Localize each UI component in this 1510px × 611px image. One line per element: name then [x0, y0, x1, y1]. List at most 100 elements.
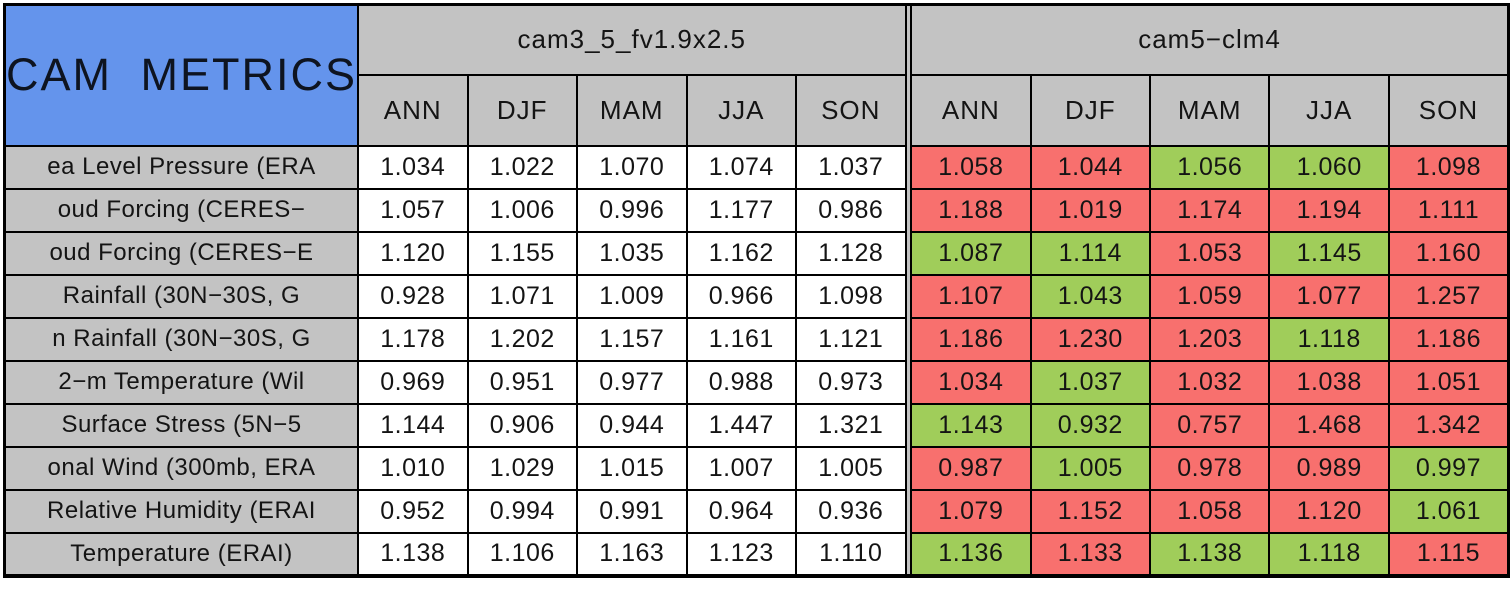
metric-value: 1.120	[357, 230, 469, 276]
metric-value: 1.005	[795, 445, 907, 491]
table-row: n Rainfall (30N−30S, G 1.178 1.202 1.157…	[3, 316, 1510, 362]
metric-value: 1.162	[685, 230, 797, 276]
metric-value: 1.152	[1029, 488, 1152, 534]
metric-value: 1.006	[466, 187, 578, 233]
metric-value: 1.138	[1149, 531, 1271, 577]
metric-value: 1.010	[357, 445, 469, 491]
metric-label: oud Forcing (CERES−	[3, 187, 359, 233]
metric-value: 1.145	[1268, 230, 1390, 276]
metric-value: 1.032	[1149, 359, 1271, 405]
metric-value: 1.005	[1029, 445, 1152, 491]
season-header-cam5-djf: DJF	[1029, 73, 1152, 147]
table-row: ea Level Pressure (ERA 1.034 1.022 1.070…	[3, 144, 1510, 190]
metric-value: 1.061	[1387, 488, 1510, 534]
season-header-cam3-mam: MAM	[576, 73, 688, 147]
metric-value: 1.079	[910, 488, 1032, 534]
metric-value: 1.007	[685, 445, 797, 491]
metric-value: 1.342	[1387, 402, 1510, 448]
metric-label: oud Forcing (CERES−E	[3, 230, 359, 276]
metric-value: 1.257	[1387, 273, 1510, 319]
metric-value: 0.977	[576, 359, 688, 405]
metric-value: 1.177	[685, 187, 797, 233]
metric-value: 0.951	[466, 359, 578, 405]
metric-value: 1.118	[1268, 531, 1390, 577]
metric-value: 1.019	[1029, 187, 1152, 233]
metric-value: 1.034	[910, 359, 1032, 405]
metric-value: 1.106	[466, 531, 578, 577]
metric-value: 1.070	[576, 144, 688, 190]
metric-value: 1.123	[685, 531, 797, 577]
metric-value: 1.111	[1387, 187, 1510, 233]
metric-value: 0.994	[466, 488, 578, 534]
metric-value: 0.991	[576, 488, 688, 534]
metric-value: 1.059	[1149, 273, 1271, 319]
metric-value: 0.989	[1268, 445, 1390, 491]
metric-value: 1.077	[1268, 273, 1390, 319]
metric-value: 1.037	[795, 144, 907, 190]
metric-value: 1.163	[576, 531, 688, 577]
metric-value: 0.932	[1029, 402, 1152, 448]
metric-value: 1.202	[466, 316, 578, 362]
group-header-cam5-clm4: cam5−clm4	[910, 3, 1510, 76]
metric-value: 1.044	[1029, 144, 1152, 190]
metric-label: n Rainfall (30N−30S, G	[3, 316, 359, 362]
metric-value: 1.107	[910, 273, 1032, 319]
season-header-cam3-son: SON	[795, 73, 907, 147]
metric-value: 1.115	[1387, 531, 1510, 577]
table-row: Surface Stress (5N−5 1.144 0.906 0.944 1…	[3, 402, 1510, 448]
season-header-row: ANN DJF MAM JJA SON ANN DJF MAM JJA SON	[5, 73, 1510, 147]
metric-value: 1.060	[1268, 144, 1390, 190]
metric-value: 1.118	[1268, 316, 1390, 362]
metric-value: 1.098	[1387, 144, 1510, 190]
metric-value: 0.936	[795, 488, 907, 534]
metric-value: 0.996	[576, 187, 688, 233]
season-header-cam3-djf: DJF	[466, 73, 578, 147]
metric-value: 0.757	[1149, 402, 1271, 448]
metric-value: 0.988	[685, 359, 797, 405]
metric-value: 0.978	[1149, 445, 1271, 491]
season-header-cam5-ann: ANN	[910, 73, 1032, 147]
metric-value: 1.133	[1029, 531, 1152, 577]
metric-value: 1.143	[910, 402, 1032, 448]
metric-value: 1.321	[795, 402, 907, 448]
metric-label: Temperature (ERAI)	[3, 531, 359, 577]
metric-value: 1.160	[1387, 230, 1510, 276]
metric-value: 1.447	[685, 402, 797, 448]
table-row: Temperature (ERAI) 1.138 1.106 1.163 1.1…	[3, 531, 1510, 577]
metric-value: 1.161	[685, 316, 797, 362]
metric-value: 1.155	[466, 230, 578, 276]
table-row: 2−m Temperature (Wil 0.969 0.951 0.977 0…	[3, 359, 1510, 405]
metric-value: 1.194	[1268, 187, 1390, 233]
metric-value: 1.188	[910, 187, 1032, 233]
metric-label: 2−m Temperature (Wil	[3, 359, 359, 405]
metrics-table: CAM METRICS cam3_5_fv1.9x2.5 cam5−clm4 A…	[3, 3, 1510, 578]
table-row: oud Forcing (CERES−E 1.120 1.155 1.035 1…	[3, 230, 1510, 276]
metric-value: 1.022	[466, 144, 578, 190]
metric-value: 1.057	[357, 187, 469, 233]
metric-label: Rainfall (30N−30S, G	[3, 273, 359, 319]
metric-value: 1.009	[576, 273, 688, 319]
metric-value: 1.178	[357, 316, 469, 362]
table-row: oud Forcing (CERES− 1.057 1.006 0.996 1.…	[3, 187, 1510, 233]
metric-value: 1.174	[1149, 187, 1271, 233]
metric-label: onal Wind (300mb, ERA	[3, 445, 359, 491]
metric-value: 0.973	[795, 359, 907, 405]
metric-value: 1.186	[1387, 316, 1510, 362]
metric-value: 1.043	[1029, 273, 1152, 319]
metric-value: 0.964	[685, 488, 797, 534]
season-header-cam5-mam: MAM	[1149, 73, 1271, 147]
table-row: Relative Humidity (ERAI 0.952 0.994 0.99…	[3, 488, 1510, 534]
table-row: onal Wind (300mb, ERA 1.010 1.029 1.015 …	[3, 445, 1510, 491]
metric-value: 1.074	[685, 144, 797, 190]
metric-value: 0.928	[357, 273, 469, 319]
metric-value: 0.987	[910, 445, 1032, 491]
metric-value: 1.038	[1268, 359, 1390, 405]
metric-value: 1.203	[1149, 316, 1271, 362]
metric-value: 1.098	[795, 273, 907, 319]
metric-value: 1.186	[910, 316, 1032, 362]
metric-value: 1.114	[1029, 230, 1152, 276]
metric-value: 1.157	[576, 316, 688, 362]
metric-label: Surface Stress (5N−5	[3, 402, 359, 448]
season-header-cam3-jja: JJA	[685, 73, 797, 147]
metric-value: 1.136	[910, 531, 1032, 577]
